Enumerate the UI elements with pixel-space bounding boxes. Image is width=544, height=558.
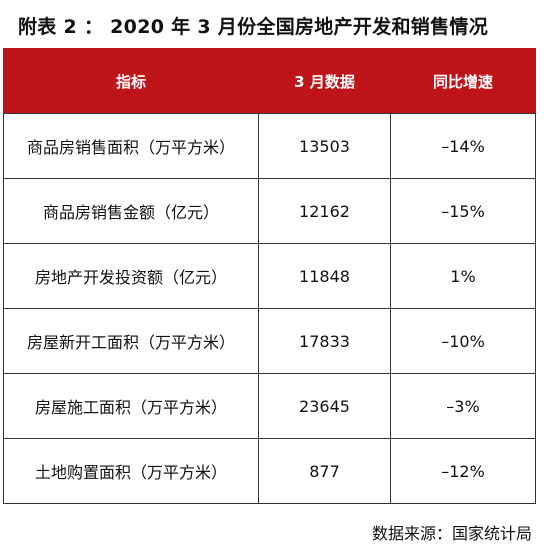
growth-cell: 1% [390, 243, 536, 309]
table-row: 房屋施工面积（万平方米） 23645 –3% [3, 373, 536, 439]
column-header-indicator: 指标 [3, 48, 259, 114]
data-table: 指标 3 月数据 同比增速 商品房销售面积（万平方米） 13503 –14% 商… [3, 48, 536, 504]
data-source-note: 数据来源：国家统计局 [371, 524, 532, 543]
indicator-cell: 商品房销售面积（万平方米） [3, 113, 259, 179]
indicator-cell: 房屋新开工面积（万平方米） [3, 308, 259, 374]
growth-cell: –14% [390, 113, 536, 179]
column-header-march-data: 3 月数据 [258, 48, 391, 114]
indicator-cell: 房地产开发投资额（亿元） [3, 243, 259, 309]
indicator-cell: 商品房销售金额（亿元） [3, 178, 259, 244]
value-cell: 23645 [258, 373, 391, 439]
table-row: 房屋新开工面积（万平方米） 17833 –10% [3, 308, 536, 374]
growth-cell: –12% [390, 438, 536, 504]
table-row: 商品房销售面积（万平方米） 13503 –14% [3, 113, 536, 179]
value-cell: 17833 [258, 308, 391, 374]
value-cell: 11848 [258, 243, 391, 309]
growth-cell: –3% [390, 373, 536, 439]
value-cell: 13503 [258, 113, 391, 179]
growth-cell: –15% [390, 178, 536, 244]
value-cell: 12162 [258, 178, 391, 244]
growth-cell: –10% [390, 308, 536, 374]
indicator-cell: 房屋施工面积（万平方米） [3, 373, 259, 439]
table-row: 房地产开发投资额（亿元） 11848 1% [3, 243, 536, 309]
value-cell: 877 [258, 438, 391, 504]
table-row: 土地购置面积（万平方米） 877 –12% [3, 438, 536, 504]
table-header-row: 指标 3 月数据 同比增速 [3, 48, 536, 114]
table-row: 商品房销售金额（亿元） 12162 –15% [3, 178, 536, 244]
table-title: 附表 2 ： 2020 年 3 月份全国房地产开发和销售情况 [18, 16, 489, 38]
column-header-yoy-growth: 同比增速 [390, 48, 536, 114]
indicator-cell: 土地购置面积（万平方米） [3, 438, 259, 504]
